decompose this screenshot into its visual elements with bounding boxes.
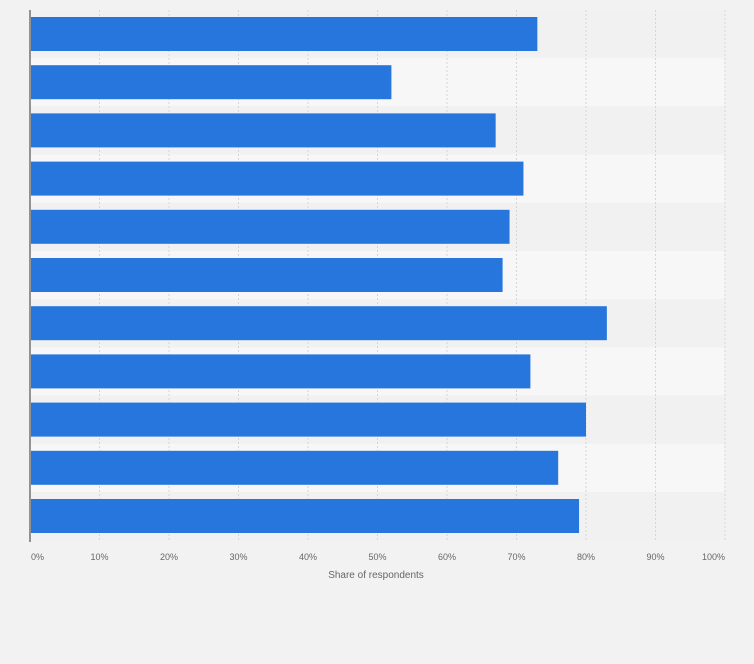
x-tick-label: 70% [507, 552, 525, 562]
bar [31, 209, 510, 244]
x-tick-label: 60% [438, 552, 456, 562]
x-tick-label: 90% [646, 552, 664, 562]
x-tick-label: 10% [90, 552, 108, 562]
x-tick-label: 100% [702, 552, 725, 562]
bar [31, 258, 503, 292]
bar [31, 354, 531, 389]
bar [31, 17, 538, 51]
x-tick-labels: 0% 10% 20% 30% 40% 50% 60% 70% 80% 90% 100% [31, 552, 725, 562]
x-tick-label: 80% [577, 552, 595, 562]
bar [31, 113, 496, 148]
bar [31, 306, 607, 341]
bars-group [31, 17, 607, 533]
x-axis-title: Share of respondents [328, 570, 424, 581]
bar [31, 450, 559, 485]
x-tick-label: 40% [299, 552, 317, 562]
x-tick-label: 20% [160, 552, 178, 562]
bar [31, 402, 586, 437]
x-tick-label: 30% [229, 552, 247, 562]
bar [31, 499, 580, 533]
x-tick-label: 0% [31, 552, 44, 562]
bar [31, 65, 392, 100]
bar [31, 161, 524, 196]
x-tick-label: 50% [368, 552, 386, 562]
